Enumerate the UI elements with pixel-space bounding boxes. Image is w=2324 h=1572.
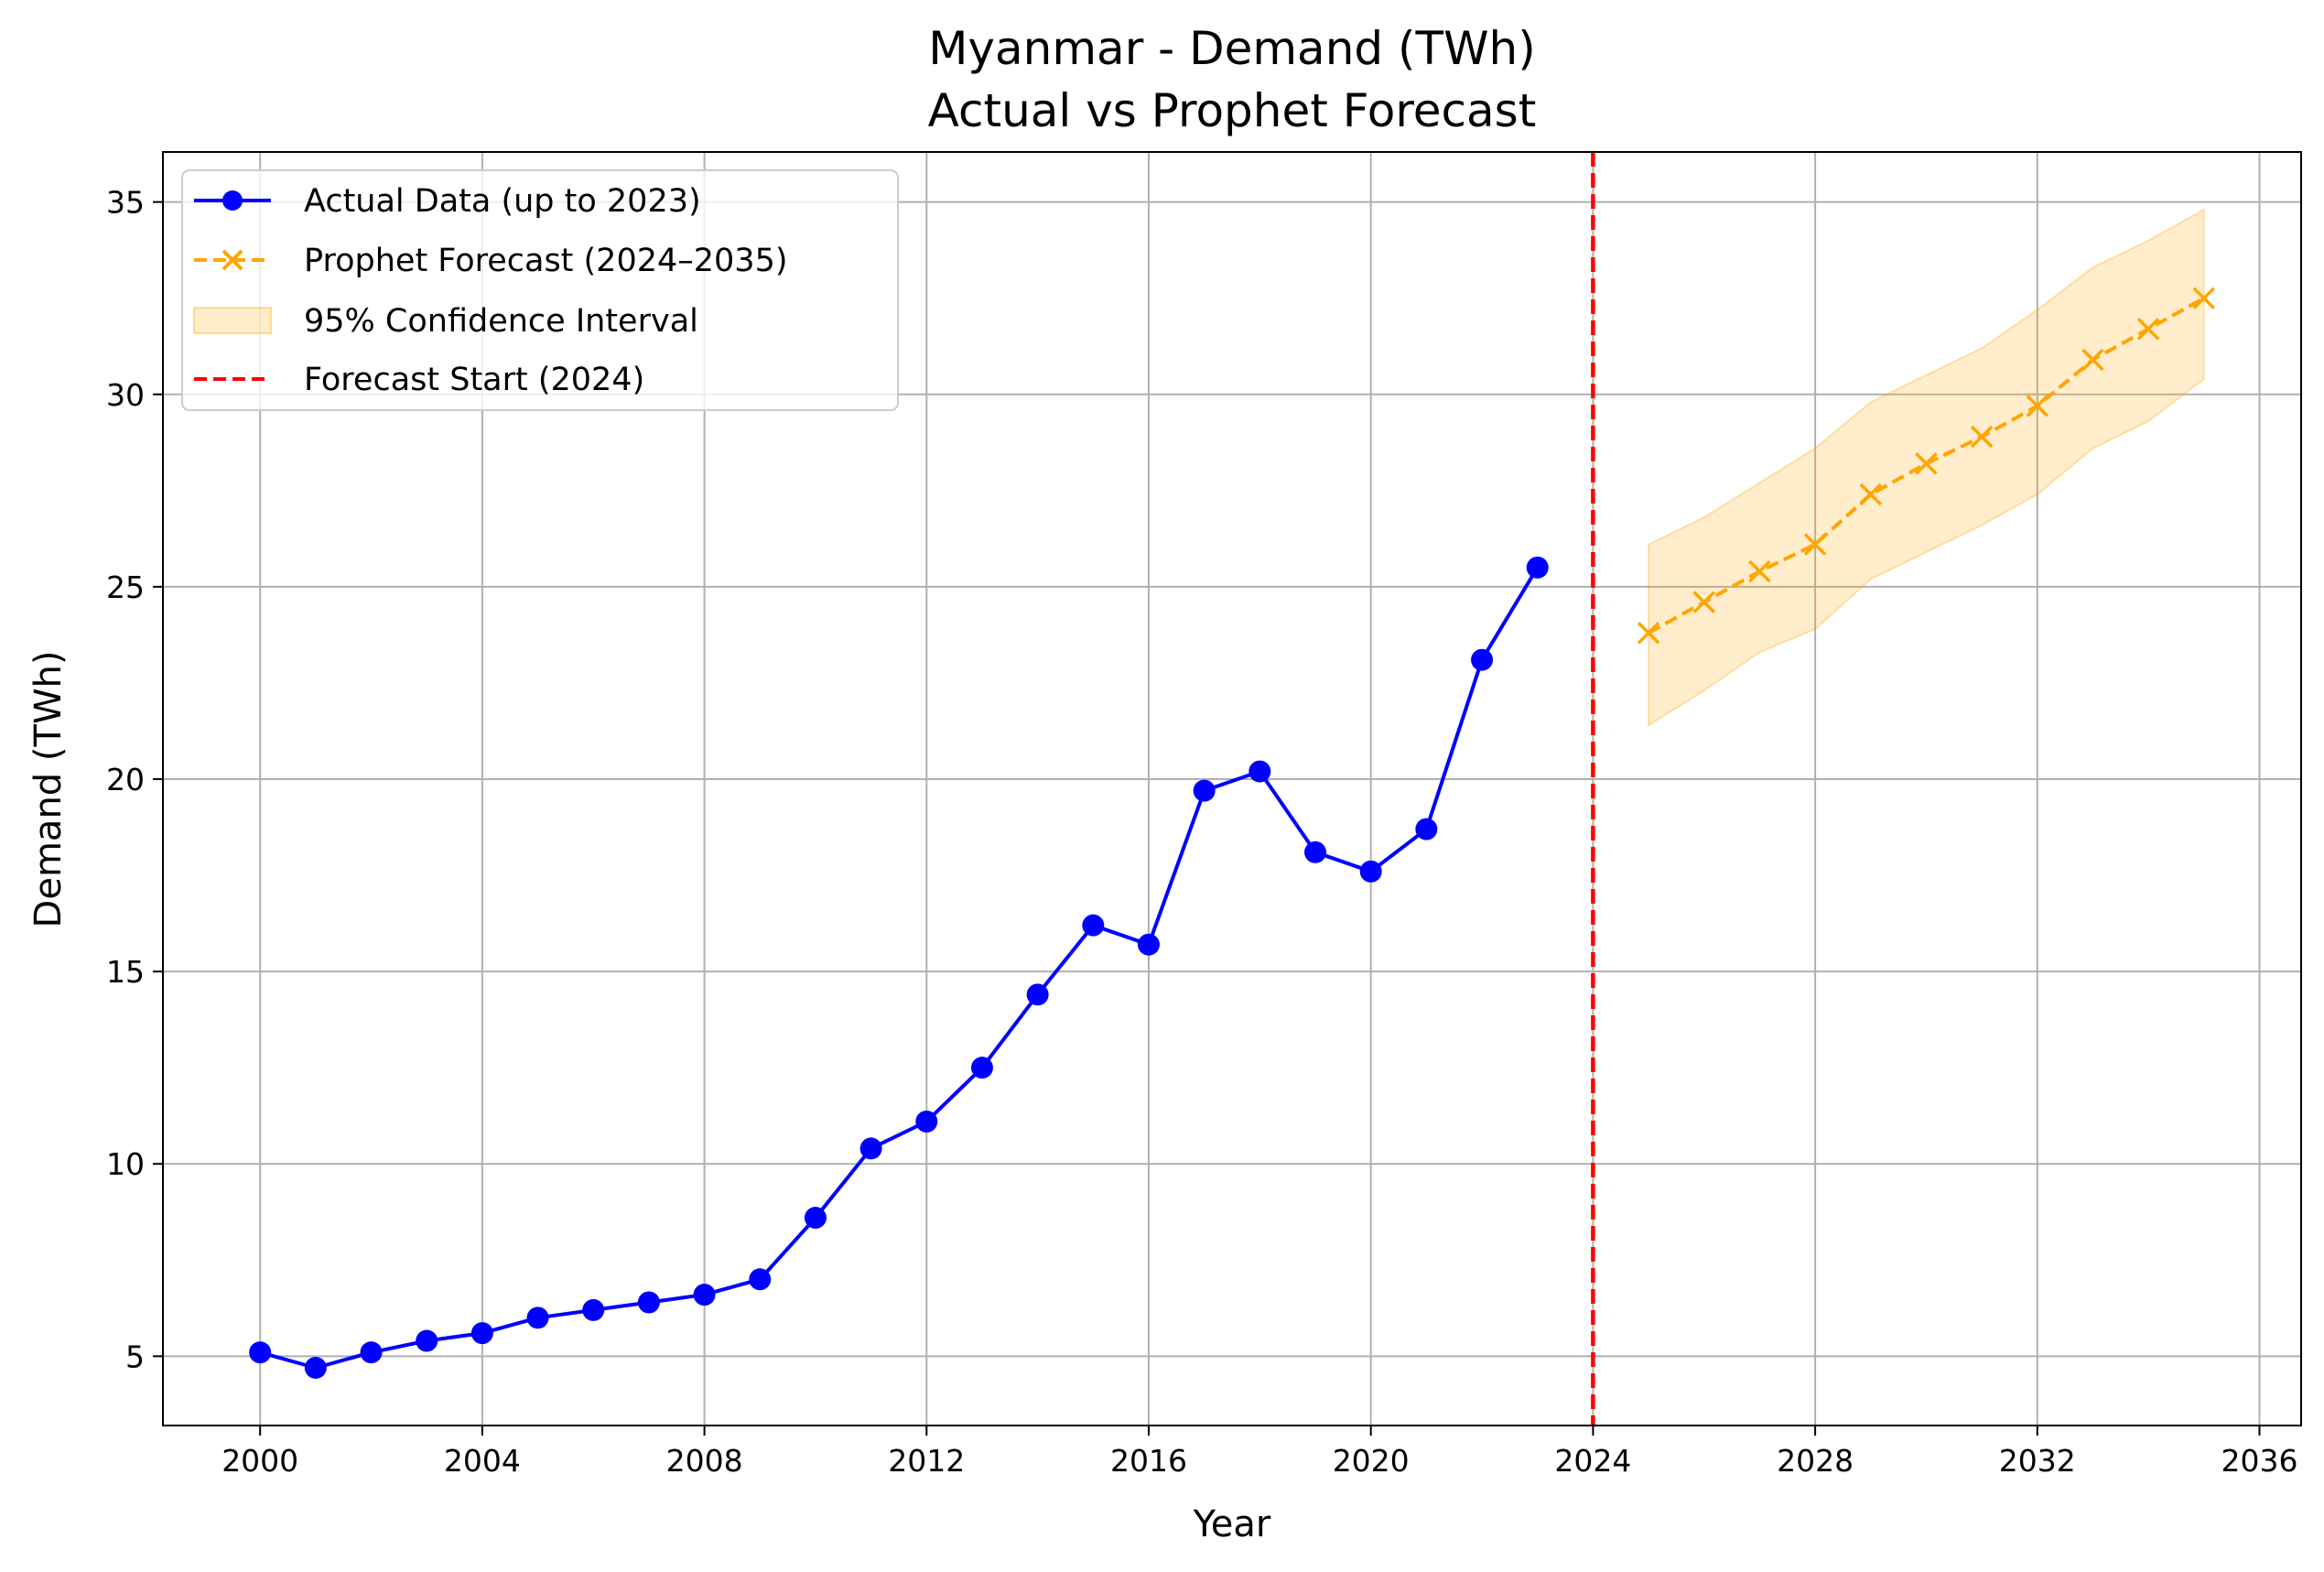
actual-data-point <box>304 1356 327 1379</box>
forecast-data-point <box>1803 533 1827 556</box>
actual-data-point <box>582 1298 605 1321</box>
y-tick-label: 5 <box>125 1339 145 1374</box>
legend-item-forecast: Prophet Forecast (2024–2035) <box>194 243 788 279</box>
forecast-data-point <box>2026 395 2049 417</box>
actual-data-point <box>1471 648 1494 671</box>
x-tick-label: 2020 <box>1333 1443 1410 1479</box>
legend-forecast-label: Prophet Forecast (2024–2035) <box>304 243 788 279</box>
actual-data-point <box>749 1268 772 1291</box>
legend-ci-swatch <box>193 307 272 334</box>
actual-data-point <box>1137 933 1160 956</box>
actual-data-point <box>915 1111 938 1133</box>
actual-data-point <box>1248 760 1271 783</box>
forecast-data-point <box>1970 425 1994 449</box>
actual-data-point <box>470 1322 493 1345</box>
actual-data-point <box>1082 914 1105 937</box>
actual-data-point <box>693 1284 716 1306</box>
forecast-data-point <box>2136 318 2160 341</box>
legend-vline-label: Forecast Start (2024) <box>304 362 644 398</box>
actual-data-point <box>249 1341 272 1364</box>
actual-data-point <box>360 1341 383 1364</box>
x-tick-label: 2004 <box>444 1443 521 1479</box>
confidence-band-layer <box>1648 208 2205 728</box>
forecast-data-point <box>1637 622 1660 645</box>
forecast-data-point <box>1692 591 1715 613</box>
y-tick-label: 10 <box>106 1146 145 1182</box>
legend-item-ci: 95% Confidence Interval <box>193 303 698 340</box>
actual-data-point <box>1526 556 1549 579</box>
x-tick-label: 2008 <box>666 1443 743 1479</box>
legend-item-vline: Forecast Start (2024) <box>194 362 644 398</box>
actual-data-point <box>804 1207 827 1230</box>
y-tick-label: 25 <box>106 569 145 605</box>
x-axis-label: Year <box>1193 1503 1271 1545</box>
axes <box>153 151 2302 1436</box>
y-axis-label: Demand (TWh) <box>27 651 70 928</box>
actual-data-point <box>1193 779 1216 802</box>
forecast-data-point <box>1859 482 1883 506</box>
y-tick-label: 20 <box>106 762 145 797</box>
forecast-data-point <box>1915 452 1938 475</box>
actual-data-point <box>970 1057 993 1079</box>
legend-ci-label: 95% Confidence Interval <box>304 303 698 340</box>
tick-labels: 2000 2004 2008 2012 2016 2020 2024 2028 2032 2036… <box>106 185 2297 1479</box>
plot-frame <box>162 151 2302 1426</box>
actual-data-point <box>1304 840 1327 863</box>
legend-forecast-marker <box>222 249 243 271</box>
actual-data-point <box>1415 818 1438 840</box>
confidence-interval-band <box>1648 208 2205 728</box>
legend-actual-label: Actual Data (up to 2023) <box>304 183 701 220</box>
y-tick-label: 15 <box>106 954 145 990</box>
actual-data-point <box>1359 860 1382 883</box>
chart-title: Myanmar - Demand (TWh) <box>928 22 1535 75</box>
legend-item-actual: Actual Data (up to 2023) <box>194 183 701 220</box>
actual-data-point <box>637 1291 660 1314</box>
x-tick-label: 2000 <box>222 1443 298 1479</box>
legend-actual-marker <box>222 190 243 211</box>
x-tick-label: 2028 <box>1777 1443 1854 1479</box>
y-tick-label: 35 <box>106 185 145 221</box>
legend: Actual Data (up to 2023) Prophet Forecas… <box>181 169 899 411</box>
x-tick-label: 2016 <box>1110 1443 1187 1479</box>
forecast-data-point <box>2192 287 2216 309</box>
actual-data-point <box>526 1306 549 1329</box>
forecast-data-point <box>1748 559 1771 583</box>
chart-subtitle: Actual vs Prophet Forecast <box>928 84 1537 137</box>
x-tick-label: 2024 <box>1554 1443 1631 1479</box>
x-tick-label: 2036 <box>2221 1443 2298 1479</box>
x-tick-label: 2012 <box>888 1443 965 1479</box>
actual-data-point <box>859 1137 882 1160</box>
actual-data-point <box>1026 983 1049 1006</box>
legend-frame <box>181 169 899 411</box>
x-tick-label: 2032 <box>1999 1443 2076 1479</box>
forecast-data-point <box>2081 348 2104 372</box>
series-layer <box>249 287 2216 1379</box>
actual-data-point <box>416 1329 438 1352</box>
y-tick-label: 30 <box>106 377 145 413</box>
